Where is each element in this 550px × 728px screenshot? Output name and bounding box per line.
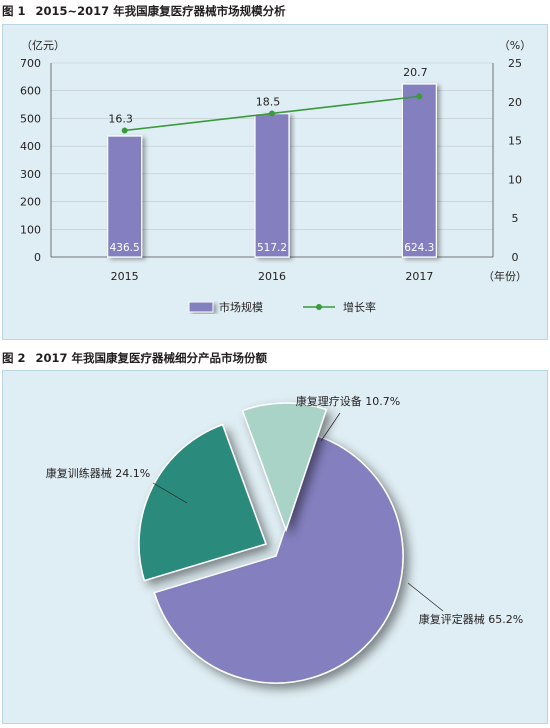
bar-value-label: 436.5	[110, 242, 140, 254]
y-left-tick-label: 300	[20, 168, 41, 181]
y-left-axis-label: （亿元）	[21, 39, 65, 52]
pie-leader-line	[152, 482, 188, 504]
figure2-caption: 图 2 2017 年我国康复医疗器械细分产品市场份额	[2, 350, 267, 366]
x-tick-label: 2015	[111, 270, 139, 283]
y-right-axis-label: （%）	[499, 39, 531, 52]
y-left-tick-label: 600	[20, 85, 41, 98]
x-axis-label: （年份）	[483, 269, 527, 283]
pie-slice-train	[138, 423, 267, 582]
y-left-tick-label: 700	[20, 57, 41, 70]
pie-leader-line	[407, 582, 444, 612]
growth-rate-label: 18.5	[256, 95, 281, 108]
y-right-tick-label: 0	[512, 251, 519, 264]
figure2-title: 2017 年我国康复医疗器械细分产品市场份额	[35, 351, 268, 365]
pie-slice-label: 康复评定器械 65.2%	[419, 612, 523, 626]
x-tick-label: 2017	[405, 270, 433, 283]
growth-rate-label: 16.3	[108, 113, 133, 126]
pie-slice-eval	[153, 434, 404, 684]
bar-2016	[254, 113, 290, 258]
pie-slice-physio	[241, 402, 328, 533]
y-left-tick-label: 200	[20, 196, 41, 209]
legend-label-line: 增长率	[343, 300, 376, 314]
bar-line-chart-panel: 0 100 200 300 400 500 600 700 0 5 10 15 20 25 （亿元） （%） （…	[2, 24, 548, 340]
figure2-number: 图 2	[2, 351, 26, 365]
y-left-tick-label: 0	[34, 251, 41, 264]
growth-rate-point	[121, 127, 128, 134]
y-left-tick-label: 100	[20, 223, 41, 236]
growth-rate-point	[269, 110, 275, 117]
y-left-tick-label: 400	[20, 140, 41, 153]
bar-2015	[107, 135, 143, 258]
growth-rate-label: 20.7	[403, 66, 428, 79]
growth-rate-point	[416, 93, 423, 100]
y-right-tick-label: 20	[508, 96, 522, 109]
figure1-caption: 图 1 2015~2017 年我国康复医疗器械市场规模分析	[2, 3, 286, 19]
pie-chart-panel: 康复评定器械 65.2% 康复训练器械 24.1% 康复理疗设备 10.7%	[2, 370, 548, 724]
pie-chart: 康复评定器械 65.2% 康复训练器械 24.1% 康复理疗设备 10.7%	[46, 394, 523, 684]
pie-slice-label: 康复训练器械 24.1%	[46, 466, 150, 480]
x-tick-label: 2016	[258, 270, 286, 283]
bar-2017	[401, 83, 437, 258]
bar-value-label: 517.2	[257, 242, 287, 254]
bar-value-label: 624.3	[404, 242, 434, 254]
legend-swatch-bar	[188, 301, 214, 313]
y-right-tick-label: 5	[512, 212, 519, 225]
bar-line-chart: 0 100 200 300 400 500 600 700 0 5 10 15 20 25 （亿元） （%） （…	[20, 39, 531, 314]
legend-label-bar: 市场规模	[219, 300, 263, 314]
figure1-title: 2015~2017 年我国康复医疗器械市场规模分析	[35, 4, 286, 18]
y-right-tick-label: 25	[508, 57, 522, 70]
y-right-tick-label: 15	[508, 135, 522, 148]
y-right-tick-label: 10	[508, 173, 522, 186]
y-left-tick-label: 500	[20, 112, 41, 125]
pie-slice-label: 康复理疗设备 10.7%	[296, 394, 400, 408]
pie-leader-line	[320, 412, 341, 442]
legend-swatch-point	[316, 304, 322, 310]
figure1-number: 图 1	[2, 4, 26, 18]
